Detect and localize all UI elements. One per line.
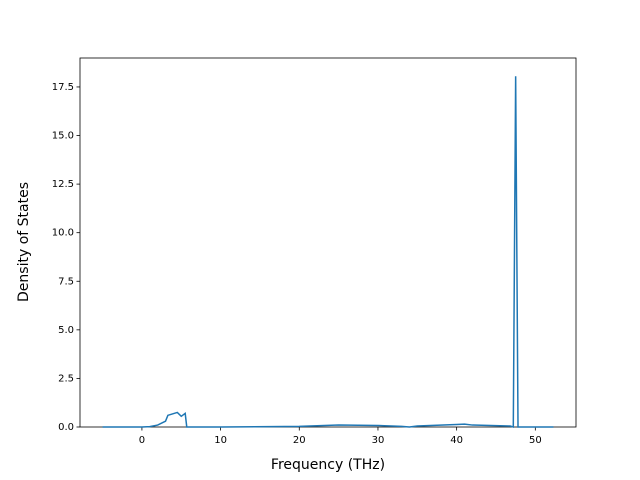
x-tick-label: 0 (139, 435, 145, 446)
y-tick-label: 17.5 (52, 82, 74, 93)
plot-frame (79, 57, 577, 428)
data-line (102, 76, 554, 429)
x-axis-label: Frequency (THz) (271, 457, 385, 473)
y-axis-label: Density of States (16, 182, 32, 302)
y-tick-label: 10.0 (52, 228, 74, 239)
x-tick-label: 30 (372, 435, 385, 446)
y-tick-label: 7.5 (58, 276, 74, 287)
y-tick-label: 12.5 (52, 179, 74, 190)
y-tick-label: 15.0 (52, 131, 74, 142)
x-tick-label: 50 (529, 435, 542, 446)
y-tick-label: 0.0 (58, 422, 74, 433)
x-tick-label: 10 (214, 435, 227, 446)
y-tick-label: 2.5 (58, 373, 74, 384)
y-tick-label: 5.0 (58, 325, 74, 336)
x-tick-label: 20 (293, 435, 306, 446)
x-tick-label: 40 (450, 435, 463, 446)
